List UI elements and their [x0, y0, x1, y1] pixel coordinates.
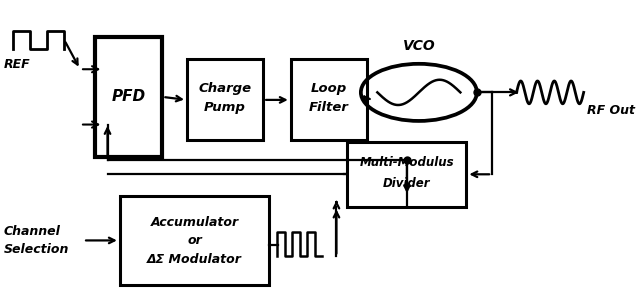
Text: Multi-Modulus: Multi-Modulus: [360, 156, 454, 169]
Text: Charge: Charge: [198, 82, 252, 95]
FancyBboxPatch shape: [95, 37, 163, 157]
Text: VCO: VCO: [403, 39, 435, 53]
FancyBboxPatch shape: [187, 59, 263, 140]
Text: Accumulator: Accumulator: [150, 216, 239, 229]
Text: RF Out: RF Out: [587, 104, 635, 117]
Text: Channel: Channel: [4, 225, 61, 238]
Text: REF: REF: [4, 58, 30, 71]
Text: Divider: Divider: [383, 177, 431, 190]
Text: ΔΣ Modulator: ΔΣ Modulator: [147, 253, 242, 266]
Text: Selection: Selection: [4, 243, 69, 256]
Text: Pump: Pump: [204, 101, 246, 114]
FancyBboxPatch shape: [348, 142, 467, 207]
FancyBboxPatch shape: [120, 196, 269, 285]
Text: or: or: [187, 234, 202, 247]
Text: Filter: Filter: [309, 101, 349, 114]
FancyBboxPatch shape: [291, 59, 367, 140]
Text: Loop: Loop: [310, 82, 347, 95]
Text: PFD: PFD: [112, 89, 146, 104]
